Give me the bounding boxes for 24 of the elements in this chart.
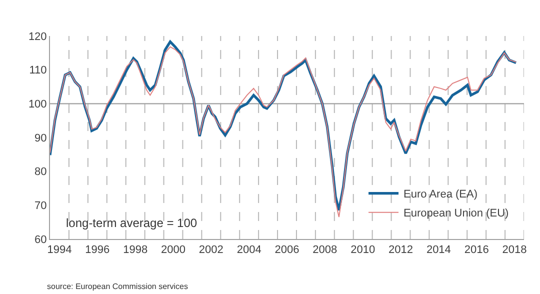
- x-tick-label: 2014: [426, 244, 451, 256]
- x-tick-label: 2016: [464, 244, 489, 256]
- x-tick-label: 1998: [123, 244, 148, 256]
- x-tick-label: 2010: [350, 244, 376, 256]
- y-tick-label: 100: [28, 98, 47, 111]
- x-tick-label: 2006: [274, 244, 300, 256]
- annotation: long-term average = 100: [66, 216, 198, 230]
- x-tick-label: 1996: [85, 244, 110, 256]
- x-tick-label: 2012: [388, 244, 413, 256]
- x-tick-label: 1994: [47, 244, 72, 256]
- x-tick-label: 2018: [502, 244, 527, 256]
- y-tick-label: 110: [29, 64, 47, 77]
- y-tick-label: 120: [28, 30, 47, 43]
- y-tick-label: 70: [34, 200, 47, 212]
- x-tick-label: 2002: [198, 244, 224, 256]
- y-tick-label: 90: [34, 132, 47, 144]
- y-tick-label: 60: [34, 234, 47, 246]
- y-tick-label: 80: [34, 166, 47, 178]
- legend-label: Euro Area (EA): [404, 188, 478, 201]
- x-tick-label: 2004: [236, 244, 262, 256]
- x-tick-label: 2000: [161, 244, 186, 256]
- source-note: source: European Commission services: [47, 282, 188, 291]
- x-tick-label: 2008: [312, 244, 338, 256]
- legend-label: European Union (EU): [404, 208, 509, 220]
